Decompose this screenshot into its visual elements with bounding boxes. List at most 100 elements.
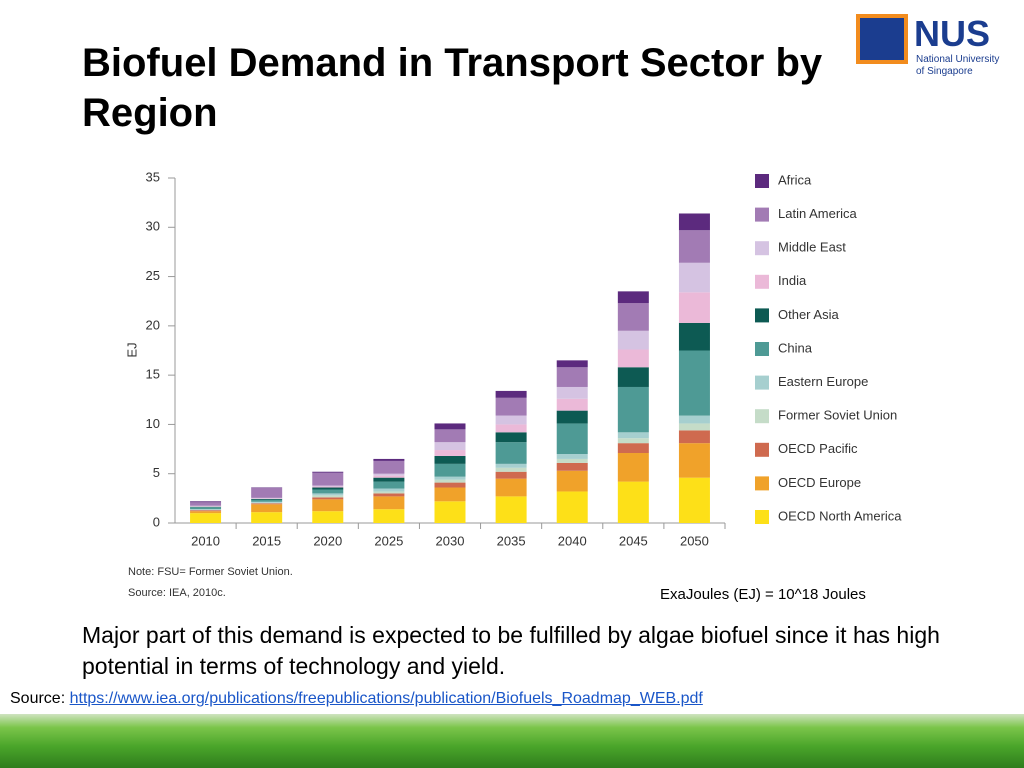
legend-swatch — [755, 241, 769, 256]
y-tick-label: 10 — [146, 416, 160, 431]
bar-segment — [617, 349, 649, 368]
x-tick-label: 2010 — [191, 533, 220, 548]
logo-acronym: NUS — [914, 13, 990, 54]
bar-segment — [434, 450, 466, 456]
x-tick-label: 2015 — [252, 533, 281, 548]
bar-segment — [434, 455, 466, 464]
bar-segment — [373, 491, 405, 494]
y-tick-label: 5 — [153, 465, 160, 480]
bar-segment — [434, 479, 466, 483]
bar-segment — [251, 512, 283, 523]
bar-segment — [434, 463, 466, 477]
x-tick-label: 2040 — [558, 533, 587, 548]
bar-segment — [495, 390, 527, 398]
bar-segment — [617, 481, 649, 523]
bar-segment — [312, 471, 344, 473]
bar-segment — [373, 493, 405, 497]
body-text: Major part of this demand is expected to… — [82, 622, 940, 679]
bar-segment — [190, 510, 222, 512]
legend-swatch — [755, 207, 769, 222]
bar-segment — [495, 471, 527, 479]
bar-segment — [678, 415, 710, 424]
legend-label: OECD Europe — [778, 475, 861, 490]
bar-segment — [251, 503, 283, 505]
legend-swatch — [755, 510, 769, 524]
bar-segment — [312, 489, 344, 494]
bar-segment — [251, 498, 283, 500]
bar-segment — [617, 303, 649, 331]
bar-segment — [312, 511, 344, 523]
legend-label: Latin America — [778, 206, 858, 221]
y-tick-label: 20 — [146, 317, 160, 332]
bar-segment — [678, 477, 710, 523]
bar-segment — [556, 360, 588, 368]
bar-segment — [251, 501, 283, 503]
bar-segment — [678, 292, 710, 323]
y-axis-label: EJ — [124, 342, 139, 357]
bar-segment — [190, 511, 222, 514]
x-tick-label: 2020 — [313, 533, 342, 548]
bar-segment — [495, 415, 527, 425]
grass-banner — [0, 714, 1024, 768]
logo-line: of Singapore — [916, 66, 973, 77]
legend-swatch — [755, 442, 769, 457]
bar-segment — [495, 478, 527, 497]
legend-label: OECD Pacific — [778, 441, 858, 456]
bar-segment — [556, 458, 588, 463]
bar-segment — [556, 410, 588, 424]
bar-segment — [678, 443, 710, 478]
bar-segment — [495, 463, 527, 468]
bar-segment — [495, 496, 527, 523]
bar-segment — [373, 481, 405, 489]
unit-note: ExaJoules (EJ) = 10^18 Joules — [660, 586, 866, 603]
bar-segment — [312, 486, 344, 488]
bar-segment — [373, 475, 405, 478]
chart-note: Source: IEA, 2010c. — [128, 587, 226, 599]
bar-segment — [556, 491, 588, 523]
bar-segment — [556, 398, 588, 411]
bar-segment — [617, 443, 649, 454]
legend-swatch — [755, 174, 769, 188]
bar-segment — [556, 367, 588, 387]
source-label: Source: — [10, 690, 66, 707]
bar-segment — [556, 423, 588, 454]
bar-segment — [190, 502, 222, 506]
logo-crest-inner — [860, 18, 904, 60]
bar-segment — [251, 504, 283, 513]
legend-swatch — [755, 375, 769, 390]
bar-segment — [617, 453, 649, 482]
bar-segment — [678, 430, 710, 444]
bar-segment — [190, 513, 222, 523]
bar-segment — [434, 442, 466, 451]
legend-label: China — [778, 340, 813, 355]
source-link[interactable]: https://www.iea.org/publications/freepub… — [69, 690, 703, 707]
legend-label: Africa — [778, 172, 812, 187]
legend-swatch — [755, 342, 769, 356]
bar-segment — [495, 432, 527, 443]
x-tick-label: 2035 — [497, 533, 526, 548]
legend-label: Middle East — [778, 240, 846, 255]
x-tick-label: 2025 — [374, 533, 403, 548]
bar-segment — [434, 476, 466, 480]
x-tick-label: 2050 — [680, 533, 709, 548]
bar-segment — [373, 496, 405, 510]
bar-segment — [617, 291, 649, 304]
bar-segment — [373, 477, 405, 482]
bar-segment — [190, 507, 222, 510]
bar-segment — [434, 429, 466, 443]
bar-segment — [373, 509, 405, 523]
bar-segment — [312, 487, 344, 490]
bar-segment — [556, 454, 588, 459]
bar-segment — [373, 488, 405, 492]
legend-swatch — [755, 308, 769, 323]
bar-segment — [617, 330, 649, 350]
bar-segment — [373, 473, 405, 476]
slide-title: Biofuel Demand in Transport Sector by Re… — [82, 41, 823, 135]
bar-segment — [678, 322, 710, 351]
bar-segment — [373, 458, 405, 461]
bar-segment — [251, 499, 283, 502]
bar-segment — [251, 488, 283, 498]
bar-segment — [190, 501, 222, 503]
legend-swatch — [755, 409, 769, 424]
